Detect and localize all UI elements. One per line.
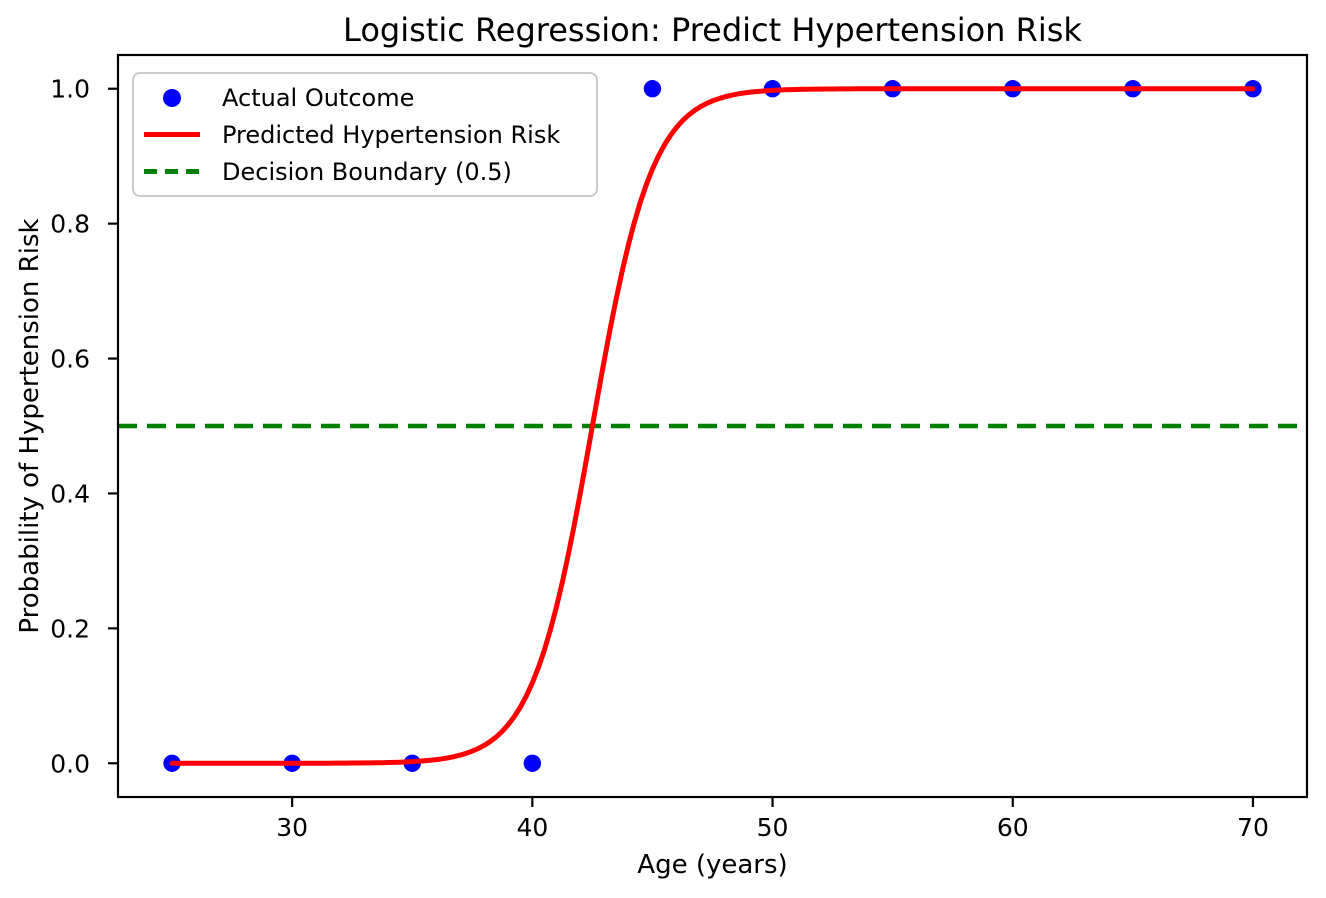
y-axis-label: Probability of Hypertension Risk [15, 218, 45, 634]
y-tick-label: 1.0 [50, 75, 90, 104]
legend-label: Predicted Hypertension Risk [222, 120, 561, 149]
x-tick-label: 60 [997, 813, 1029, 842]
x-tick-label: 50 [757, 813, 789, 842]
legend-item-actual-outcome: Actual Outcome [144, 79, 586, 116]
plot-border [116, 53, 1309, 799]
legend-solid-line-icon [144, 132, 200, 137]
x-axis-label: Age (years) [637, 850, 788, 880]
y-tick-label: 0.2 [50, 614, 90, 643]
legend-item-decision-boundary: Decision Boundary (0.5) [144, 153, 586, 190]
y-tick-label: 0.6 [50, 345, 90, 374]
y-tick-label: 0.0 [50, 749, 90, 778]
sigmoid-curve [169, 86, 1256, 766]
legend-label: Actual Outcome [222, 83, 415, 112]
legend-item-predicted-risk: Predicted Hypertension Risk [144, 116, 586, 153]
legend-label: Decision Boundary (0.5) [222, 157, 512, 186]
legend-dashed-line-icon [144, 169, 200, 174]
legend-scatter-marker-icon [163, 88, 181, 107]
data-point [643, 80, 662, 98]
chart-title: Logistic Regression: Predict Hypertensio… [343, 11, 1082, 49]
data-point [523, 754, 542, 772]
y-tick-label: 0.4 [50, 479, 90, 508]
x-tick-label: 30 [276, 813, 308, 842]
legend: Actual Outcome Predicted Hypertension Ri… [132, 72, 598, 197]
y-tick-label: 0.8 [50, 210, 90, 239]
x-tick-label: 70 [1237, 813, 1269, 842]
x-tick-label: 40 [516, 813, 548, 842]
